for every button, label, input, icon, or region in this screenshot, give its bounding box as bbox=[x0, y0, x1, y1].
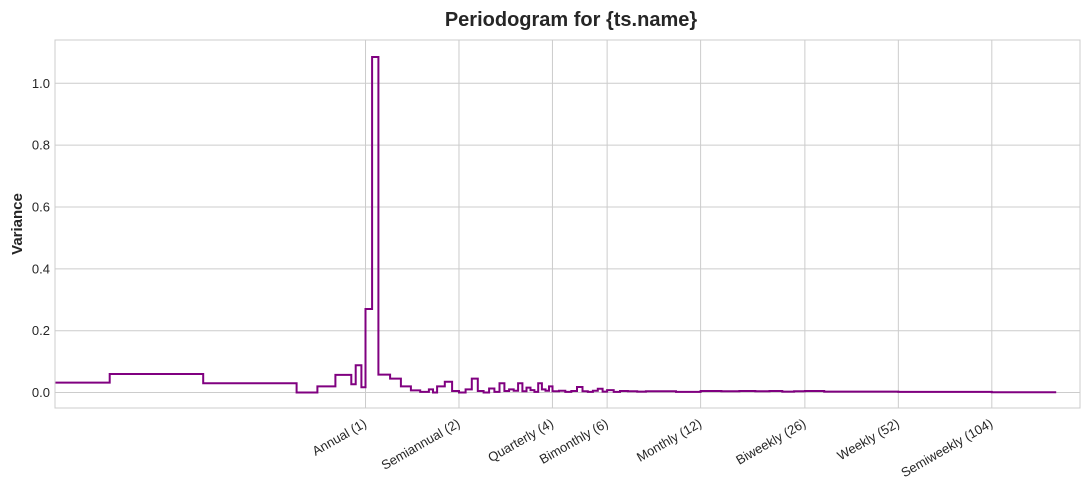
x-tick-label: Semiweekly (104) bbox=[898, 416, 995, 481]
x-tick-label: Annual (1) bbox=[310, 416, 369, 459]
chart-title: Periodogram for {ts.name} bbox=[445, 9, 698, 31]
y-axis-label: Variance bbox=[9, 193, 26, 255]
x-tick-label: Weekly (52) bbox=[834, 416, 901, 464]
y-tick-label: 0.8 bbox=[32, 138, 50, 153]
y-tick-label: 0.4 bbox=[32, 261, 50, 276]
y-tick-label: 0.6 bbox=[32, 199, 50, 214]
series-layer bbox=[55, 56, 1057, 394]
y-tick-label: 0.0 bbox=[32, 385, 50, 400]
x-tick-label: Monthly (12) bbox=[634, 416, 704, 465]
x-tick-label: Semiannual (2) bbox=[379, 416, 463, 473]
x-tick-label: Biweekly (26) bbox=[733, 416, 808, 468]
periodogram-series-line bbox=[55, 56, 1057, 394]
x-tick-labels: Annual (1) Semiannual (2) Quarterly (4)Bim… bbox=[310, 416, 996, 481]
grid-lines bbox=[55, 40, 1080, 408]
y-tick-label: 0.2 bbox=[32, 323, 50, 338]
plot-frame bbox=[54, 39, 1081, 409]
y-tick-label: 1.0 bbox=[32, 76, 50, 91]
y-tick-labels: 0.0 0.2 0.4 0.6 0.8 1.0 bbox=[32, 76, 50, 400]
